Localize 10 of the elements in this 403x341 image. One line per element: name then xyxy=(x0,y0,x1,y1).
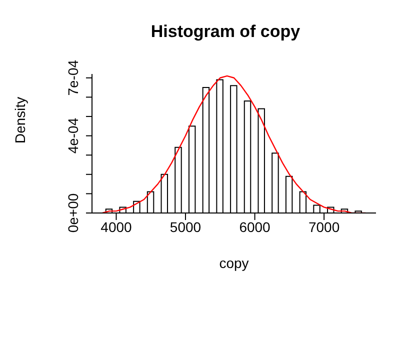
y-tick-label: 7e-04 xyxy=(65,60,81,96)
x-tick-label: 5000 xyxy=(170,218,202,235)
chart-title: Histogram of copy xyxy=(150,22,302,42)
x-tick-label: 7000 xyxy=(308,218,340,235)
y-axis-title: Density xyxy=(12,96,28,144)
y-tick-label: 0e+00 xyxy=(65,193,81,233)
x-tick-label: 6000 xyxy=(239,218,271,235)
x-tick-label: 4000 xyxy=(100,218,132,235)
x-axis-title: copy xyxy=(219,255,249,271)
y-tick-label: 4e-04 xyxy=(65,118,81,154)
